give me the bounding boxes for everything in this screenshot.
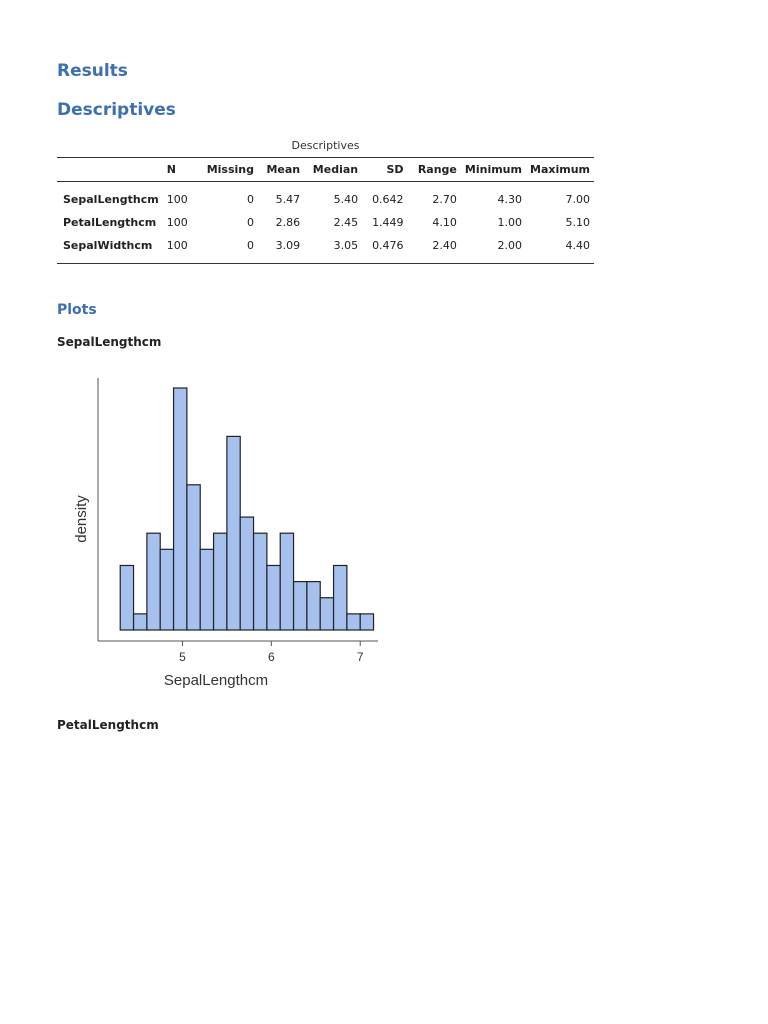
cell-mean: 5.47 (275, 193, 301, 206)
x-axis-title: SepalLengthcm (164, 672, 268, 689)
cell-maximum: 5.10 (565, 216, 591, 229)
row-label: PetalLengthcm (63, 216, 157, 229)
cell-n: 100 (166, 193, 188, 206)
table-row: SepalWidthcm 100 0 3.09 3.05 0.476 2.40 … (57, 234, 594, 264)
descriptives-table: N Missing Mean Median SD Range Minimum M… (57, 157, 594, 264)
cell-sd: 0.476 (362, 234, 408, 264)
histogram-bars (119, 387, 375, 631)
cell-sd: 0.642 (372, 193, 404, 206)
column-header-n: N (162, 157, 201, 182)
cell-minimum: 2.00 (460, 234, 526, 264)
histogram-bar (212, 532, 228, 631)
plot-title-sepal: SepalLengthcm (57, 335, 162, 349)
histogram-bar (239, 516, 255, 631)
column-header-mean: Mean (258, 157, 305, 182)
histogram-bar (186, 484, 201, 631)
descriptives-table-container: Descriptives N Missing Mean Median SD Ra… (57, 138, 594, 264)
histogram-bar (359, 613, 375, 631)
cell-n: 100 (166, 216, 188, 229)
histogram-bar (159, 548, 175, 631)
column-header-missing: Missing (200, 157, 258, 182)
histogram-bar (199, 548, 215, 631)
y-axis-title: density (73, 495, 90, 543)
histogram-bar (146, 532, 161, 631)
histogram-bar (252, 532, 268, 631)
cell-minimum: 4.30 (497, 193, 522, 206)
histogram-bar (132, 613, 148, 631)
histogram-bar (172, 387, 188, 631)
cell-minimum: 1.00 (497, 216, 522, 229)
histogram-bar (279, 532, 295, 631)
cell-sd: 1.449 (372, 216, 404, 229)
cell-maximum: 7.00 (565, 193, 591, 206)
cell-median: 3.05 (304, 234, 363, 264)
column-header-sd: SD (362, 157, 408, 182)
x-tick-label: 5 (179, 650, 186, 664)
column-header-median: Median (304, 157, 363, 182)
cell-missing: 0 (200, 234, 258, 264)
table-row: SepalLengthcm 100 0 5.47 5.40 0.642 2.70… (57, 182, 594, 212)
cell-n: 100 (162, 234, 201, 264)
plot-title-petal: PetalLengthcm (57, 718, 159, 732)
cell-missing: 0 (247, 193, 254, 206)
cell-mean: 2.86 (275, 216, 301, 229)
cell-median: 5.40 (333, 193, 359, 206)
table-header-row: N Missing Mean Median SD Range Minimum M… (57, 157, 594, 182)
descriptives-heading: Descriptives (57, 100, 176, 120)
histogram-bar (226, 435, 241, 631)
row-label: SepalLengthcm (63, 193, 159, 206)
histogram-bar (332, 564, 348, 631)
x-axis-ticks: 5 6 7 (179, 641, 364, 664)
sepal-length-histogram: 5 6 7 SepalLengthcm density (73, 378, 378, 689)
histogram-bar (346, 613, 361, 631)
histogram-bar (292, 581, 308, 631)
x-tick-label: 6 (268, 650, 275, 664)
cell-range: 4.10 (432, 216, 457, 229)
cell-missing: 0 (247, 216, 254, 229)
cell-range: 2.40 (407, 234, 461, 264)
column-header (57, 157, 163, 182)
cell-range: 2.70 (432, 193, 457, 206)
histogram-bar (266, 564, 281, 631)
plots-heading: Plots (57, 302, 97, 318)
results-heading: Results (57, 61, 128, 81)
table-caption: Descriptives (291, 139, 360, 152)
column-header-minimum: Minimum (460, 157, 526, 182)
row-label: SepalWidthcm (57, 234, 163, 264)
column-header-range: Range (407, 157, 461, 182)
x-tick-label: 7 (357, 650, 364, 664)
cell-mean: 3.09 (258, 234, 305, 264)
table-row: PetalLengthcm 100 0 2.86 2.45 1.449 4.10… (57, 211, 594, 234)
histogram-bar (319, 597, 335, 631)
cell-maximum: 4.40 (525, 234, 594, 264)
histogram-bar (119, 564, 135, 631)
cell-median: 2.45 (333, 216, 359, 229)
column-header-maximum: Maximum (525, 157, 594, 182)
histogram-bar (306, 581, 321, 631)
